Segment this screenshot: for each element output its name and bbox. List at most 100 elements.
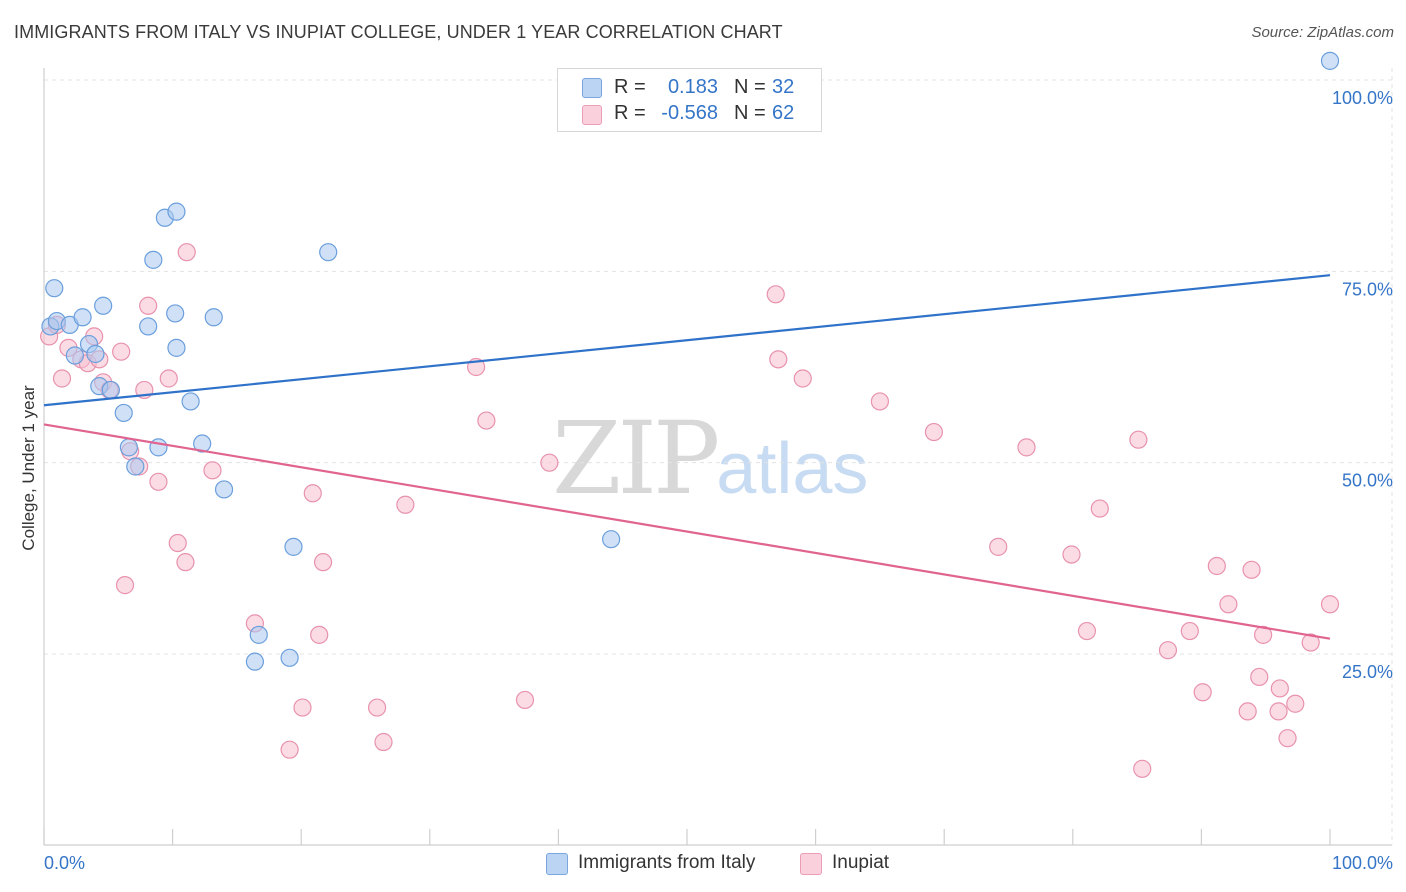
legend-row-italy: R = 0.183 N = 32 — [558, 74, 821, 100]
point-italy — [280, 648, 299, 667]
point-italy — [319, 243, 338, 262]
point-italy — [73, 308, 92, 327]
point-inupiat — [1286, 694, 1305, 713]
point-inupiat — [310, 625, 329, 644]
point-inupiat — [177, 243, 196, 262]
point-inupiat — [139, 296, 158, 315]
legend-n-label: N = — [734, 102, 766, 124]
point-italy — [139, 317, 158, 336]
point-italy — [602, 530, 621, 549]
point-inupiat — [396, 495, 415, 514]
point-italy — [65, 346, 84, 365]
point-inupiat — [540, 453, 559, 472]
legend-swatch-italy — [582, 78, 602, 98]
watermark-zip: ZIP — [552, 400, 720, 517]
point-italy — [193, 434, 212, 453]
y-tick-label: 50.0% — [1342, 471, 1393, 491]
point-inupiat — [367, 698, 387, 717]
point-inupiat — [1242, 560, 1261, 579]
point-inupiat — [176, 553, 195, 572]
point-inupiat — [168, 533, 187, 553]
point-inupiat — [1133, 759, 1152, 778]
point-italy — [245, 652, 265, 671]
trendline-italy — [43, 274, 1331, 407]
point-italy — [86, 344, 105, 364]
point-inupiat — [870, 392, 890, 411]
correlation-legend: R = 0.183 N = 32 R = -0.568 N = 62 — [557, 68, 822, 132]
point-italy — [181, 392, 200, 411]
chart-title: IMMIGRANTS FROM ITALY VS INUPIAT COLLEGE… — [14, 22, 783, 42]
point-inupiat — [1090, 499, 1109, 518]
legend-r-label: R = — [614, 102, 646, 124]
point-italy — [126, 457, 145, 476]
point-inupiat — [203, 461, 222, 480]
point-inupiat — [303, 484, 322, 503]
watermark-atlas: atlas — [716, 429, 869, 509]
point-italy — [249, 625, 268, 644]
point-italy — [167, 202, 186, 221]
point-inupiat — [112, 342, 131, 361]
source-credit: Source: ZipAtlas.com — [1251, 24, 1394, 41]
point-inupiat — [1269, 702, 1288, 721]
watermark: ZIPatlas — [552, 400, 868, 517]
point-italy — [114, 403, 133, 423]
point-inupiat — [924, 422, 944, 442]
point-inupiat — [149, 472, 168, 491]
point-inupiat — [1077, 621, 1097, 641]
point-inupiat — [1301, 633, 1320, 652]
point-inupiat — [1254, 625, 1273, 644]
point-italy — [101, 380, 120, 400]
point-inupiat — [115, 576, 135, 595]
point-inupiat — [1278, 729, 1297, 748]
legend-r-label: R = — [614, 76, 646, 98]
point-inupiat — [515, 690, 535, 710]
legend-n-value-inupiat: 62 — [772, 102, 795, 124]
point-italy — [144, 250, 163, 269]
point-inupiat — [52, 369, 72, 388]
bottom-legend-label-italy: Immigrants from Italy — [578, 852, 756, 873]
point-italy — [284, 537, 303, 556]
point-inupiat — [1180, 621, 1199, 641]
legend-r-value-inupiat: -0.568 — [661, 102, 718, 124]
point-inupiat — [769, 350, 788, 369]
point-inupiat — [313, 553, 333, 572]
point-italy — [1320, 51, 1340, 70]
trendline-inupiat — [43, 423, 1331, 640]
point-inupiat — [1270, 679, 1289, 698]
point-inupiat — [374, 732, 393, 752]
point-italy — [204, 308, 223, 327]
y-axis-label: College, Under 1 year — [19, 385, 38, 551]
point-italy — [119, 438, 138, 457]
point-inupiat — [1129, 430, 1148, 449]
x-tick-label: 0.0% — [44, 853, 85, 873]
bottom-legend-swatch-inupiat — [800, 853, 822, 875]
point-inupiat — [1158, 641, 1178, 660]
point-inupiat — [766, 285, 785, 304]
point-italy — [166, 304, 185, 323]
y-tick-label: 25.0% — [1342, 662, 1393, 682]
point-inupiat — [793, 369, 812, 388]
point-inupiat — [1320, 595, 1340, 614]
point-italy — [214, 480, 234, 499]
legend-swatch-inupiat — [582, 105, 602, 125]
bottom-legend-swatch-italy — [546, 853, 568, 875]
y-tick-label: 75.0% — [1342, 279, 1393, 299]
point-inupiat — [989, 537, 1008, 556]
legend-row-inupiat: R = -0.568 N = 62 — [558, 101, 821, 127]
point-inupiat — [1238, 702, 1257, 721]
legend-r-value-italy: 0.183 — [667, 76, 718, 98]
point-inupiat — [1250, 667, 1269, 687]
point-inupiat — [1193, 683, 1212, 702]
point-italy — [94, 296, 113, 315]
point-italy — [167, 338, 186, 357]
point-italy — [45, 279, 64, 298]
point-inupiat — [1219, 595, 1238, 614]
point-inupiat — [477, 411, 496, 430]
point-inupiat — [1017, 438, 1036, 457]
x-tick-label: 100.0% — [1332, 853, 1393, 873]
point-inupiat — [280, 740, 299, 759]
bottom-legend-label-inupiat: Inupiat — [832, 852, 890, 873]
point-inupiat — [293, 698, 312, 717]
point-inupiat — [1207, 556, 1226, 576]
